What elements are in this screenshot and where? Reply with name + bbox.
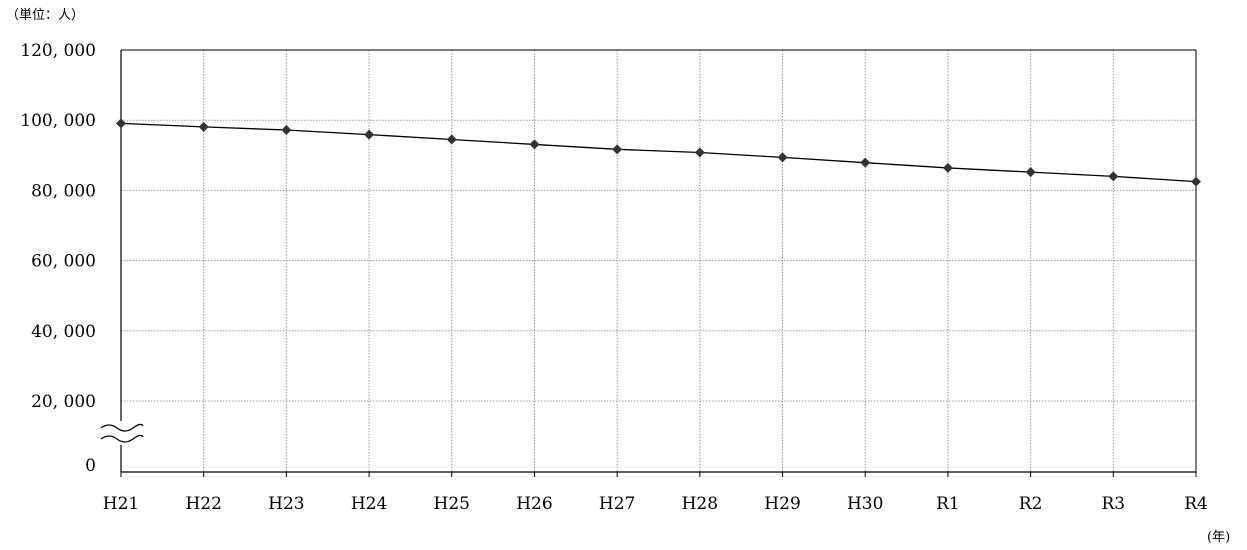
x-tick-label: H23: [268, 494, 304, 514]
y-tick-labels: 0 20, 000 40, 000 60, 000 80, 000 100, 000 120…: [20, 41, 96, 476]
y-tick-label: 120, 000: [20, 41, 96, 61]
data-point-diamond: [1025, 167, 1036, 178]
axes: [120, 49, 1197, 477]
y-unit-label: （単位：人）: [6, 8, 85, 23]
y-tick-label: 20, 000: [31, 392, 96, 412]
data-point-diamond: [529, 139, 540, 150]
x-tick-label: H27: [599, 494, 635, 514]
y-tick-label: 40, 000: [31, 322, 96, 342]
data-point-diamond: [281, 125, 292, 136]
data-point-diamond: [942, 162, 953, 173]
data-point-diamond: [116, 118, 126, 129]
grid-lines: [121, 49, 1197, 472]
x-tick-label: H21: [103, 494, 139, 514]
data-point-diamond: [364, 129, 375, 140]
x-tick-labels: H21 H22 H23 H24 H25 H26 H27 H28 H29 H30 R1 R2 R3 R4: [103, 494, 1208, 514]
x-tick-label: H30: [847, 494, 883, 514]
data-point-diamond: [694, 147, 705, 158]
data-point-diamond: [446, 134, 457, 145]
y-tick-label: 60, 000: [31, 252, 96, 272]
x-tick-label: R2: [1019, 494, 1043, 514]
x-tick-label: H22: [185, 494, 221, 514]
y-tick-label: 0: [85, 456, 96, 476]
y-tick-label: 100, 000: [20, 111, 96, 131]
x-tick-label: R3: [1101, 494, 1125, 514]
x-unit-label: (年): [1207, 530, 1231, 545]
series-line: [120, 122, 1197, 183]
axis-break: [99, 421, 144, 445]
data-point-diamond: [777, 152, 788, 163]
x-tick-label: R1: [936, 494, 960, 514]
x-tick-label: H26: [516, 494, 552, 514]
data-point-diamond: [1108, 171, 1119, 182]
x-tick-label: H25: [434, 494, 470, 514]
data-point-diamond: [612, 144, 623, 155]
data-point-diamond: [860, 157, 871, 168]
series: [116, 118, 1201, 187]
data-point-diamond: [1191, 176, 1201, 187]
x-tick-label: H28: [682, 494, 718, 514]
x-tick-label: H29: [764, 494, 800, 514]
data-point-diamond: [198, 121, 209, 132]
x-tick-label: R4: [1184, 494, 1208, 514]
axis-break-mask: [99, 421, 139, 445]
axis-break-wave: [100, 434, 144, 443]
x-tick-label: H24: [351, 494, 387, 514]
y-tick-label: 80, 000: [31, 181, 96, 201]
axis-break-wave: [100, 423, 144, 432]
